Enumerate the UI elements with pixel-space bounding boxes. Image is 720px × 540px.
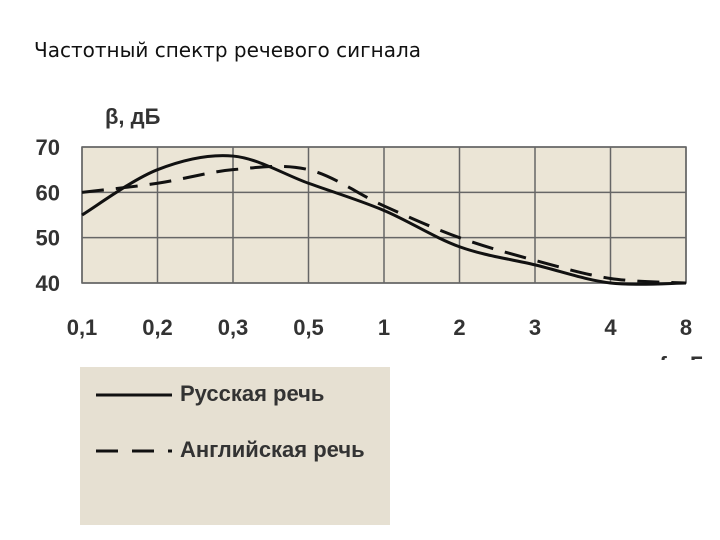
y-tick-label: 50 [36, 226, 60, 251]
x-tick-label: 3 [529, 315, 541, 340]
legend-item: Английская речь [94, 433, 376, 467]
y-axis-label: β, дБ [105, 104, 161, 129]
x-tick-label: 2 [453, 315, 465, 340]
y-tick-label: 70 [36, 135, 60, 160]
legend-item: Русская речь [94, 377, 376, 411]
x-tick-label: 0,1 [67, 315, 98, 340]
legend: Русская речь Английская речь [80, 367, 390, 525]
x-tick-label: 4 [604, 315, 617, 340]
legend-swatch [96, 449, 172, 453]
chart-title: Частотный спектр речевого сигнала [34, 38, 422, 62]
x-tick-label: 0,2 [142, 315, 173, 340]
x-tick-label: 8 [680, 315, 692, 340]
series-line [81, 164, 687, 285]
y-tick-label: 60 [36, 180, 60, 205]
legend-label: Русская речь [180, 381, 325, 406]
legend-label: Английская речь [180, 437, 365, 462]
x-tick-label: 0,3 [218, 315, 249, 340]
x-tick-label: 0,5 [293, 315, 324, 340]
x-axis-label: f, кГц [659, 352, 716, 360]
x-tick-label: 1 [378, 315, 390, 340]
y-tick-label: 40 [36, 271, 60, 296]
series-line [81, 154, 687, 286]
legend-swatch [96, 393, 172, 397]
chart: β, дБ f, кГц 40 50 60 70 0,1 0,2 0,3 0,5 1 2 3 4 8 [36, 104, 717, 360]
